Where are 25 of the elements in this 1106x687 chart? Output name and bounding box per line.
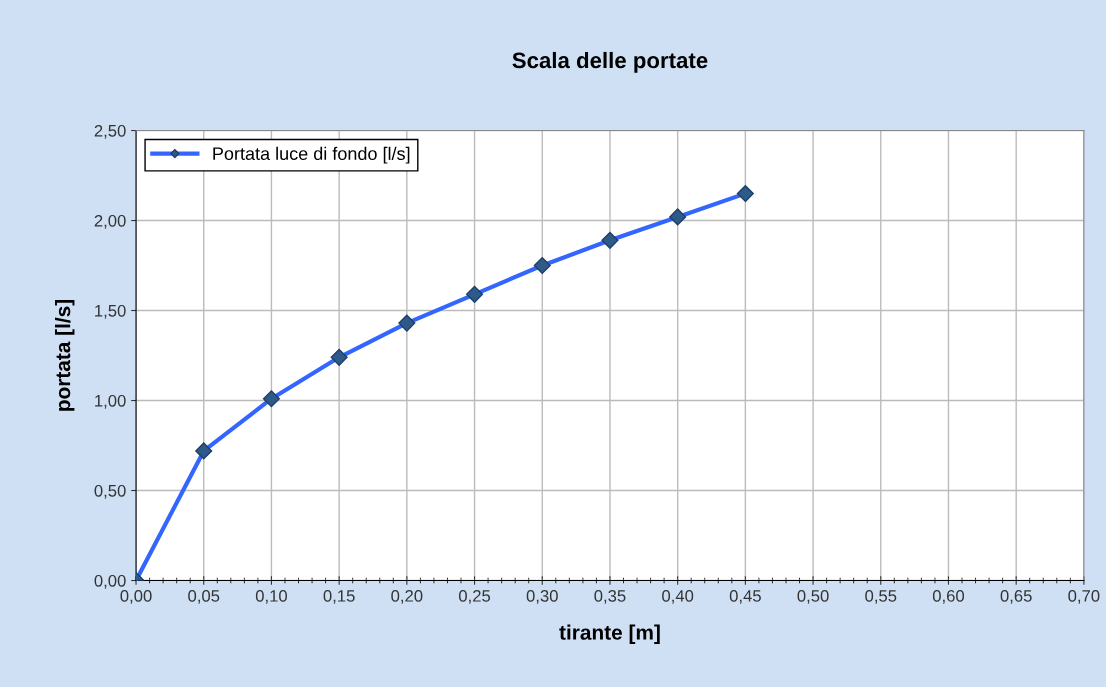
- y-tick-label: 2,50: [94, 124, 126, 139]
- x-tick-label: 0,30: [526, 589, 558, 604]
- x-tick-label: 0,35: [594, 589, 626, 604]
- x-tick-label: 0,25: [458, 589, 491, 604]
- x-tick-label: 0,60: [932, 589, 965, 604]
- y-tick-label: 0,00: [94, 574, 126, 589]
- legend-label: Portata luce di fondo [l/s]: [213, 146, 410, 164]
- x-tick-label: 0,45: [729, 589, 761, 604]
- y-tick-label: 2,00: [94, 214, 126, 229]
- x-tick-label: 0,55: [865, 589, 897, 604]
- chart-title: Scala delle portate: [512, 51, 708, 73]
- x-tick-label: 0,50: [797, 589, 829, 604]
- x-tick-label: 0,15: [323, 589, 355, 604]
- x-tick-label: 0,65: [1000, 589, 1032, 604]
- y-tick-label: 1,00: [95, 394, 126, 409]
- y-tick-label: 0,50: [94, 484, 126, 499]
- x-tick-label: 0,10: [255, 589, 288, 604]
- x-tick-label: 0,00: [120, 589, 152, 604]
- x-axis-title: tirante [m]: [559, 624, 660, 644]
- x-tick-label: 0,20: [391, 589, 423, 604]
- x-tick-label: 0,70: [1068, 589, 1100, 604]
- y-axis-title: portata [l/s]: [55, 299, 75, 411]
- y-tick-label: 1,50: [95, 304, 126, 319]
- x-tick-label: 0,40: [662, 589, 694, 604]
- x-tick-label: 0,05: [188, 589, 220, 604]
